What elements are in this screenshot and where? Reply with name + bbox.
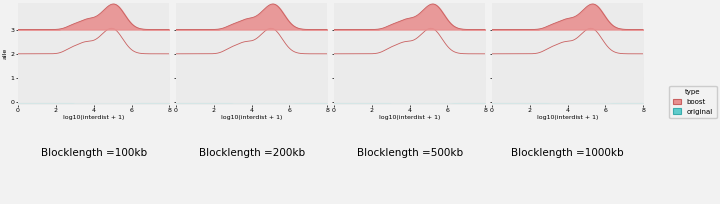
Text: Blocklength =500kb: Blocklength =500kb: [356, 148, 463, 158]
X-axis label: log10(interdist + 1): log10(interdist + 1): [63, 115, 125, 120]
X-axis label: log10(interdist + 1): log10(interdist + 1): [221, 115, 282, 120]
Text: Blocklength =100kb: Blocklength =100kb: [40, 148, 147, 158]
X-axis label: log10(interdist + 1): log10(interdist + 1): [379, 115, 441, 120]
Y-axis label: alle: alle: [3, 48, 8, 59]
Text: Blocklength =1000kb: Blocklength =1000kb: [511, 148, 624, 158]
Text: Blocklength =200kb: Blocklength =200kb: [199, 148, 305, 158]
X-axis label: log10(interdist + 1): log10(interdist + 1): [537, 115, 598, 120]
Legend: boost, original: boost, original: [670, 86, 716, 118]
